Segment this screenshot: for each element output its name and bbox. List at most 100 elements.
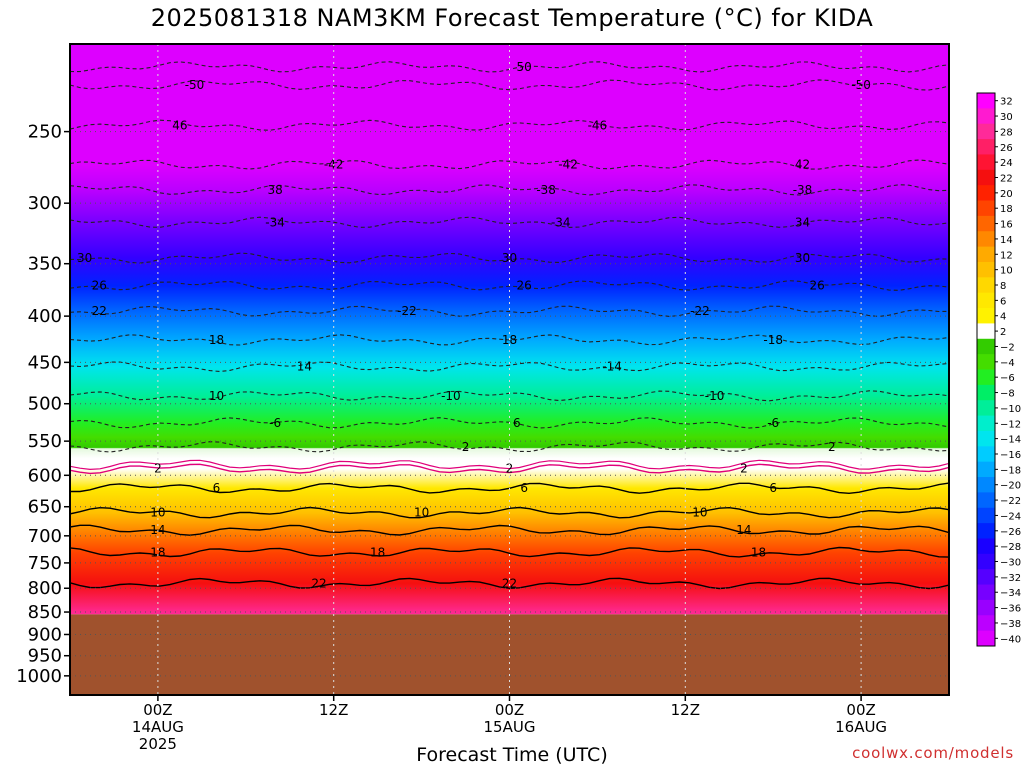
isotherm-line: [70, 577, 949, 590]
y-tick-label: 600: [28, 465, 62, 486]
x-tick-label: 2025: [139, 735, 177, 753]
isotherm-label: 50: [517, 60, 532, 74]
y-tick-label: 950: [28, 646, 62, 667]
isotherm-label: 42: [795, 158, 810, 172]
isotherm-label: 18: [751, 545, 766, 559]
colorbar-label: −32: [1000, 573, 1021, 584]
isotherm-label: -6: [767, 416, 779, 430]
colorbar-label: 8: [1000, 281, 1006, 292]
colorbar-swatch: [977, 384, 995, 401]
colorbar-swatch: [977, 523, 995, 539]
y-tick-label: 500: [28, 394, 62, 415]
isotherm-label: 30: [795, 251, 810, 265]
isotherm-label: -50: [851, 78, 871, 92]
colorbar-swatch: [977, 139, 995, 155]
colorbar-label: −22: [1000, 496, 1021, 507]
chart-title: 2025081318 NAM3KM Forecast Temperature (…: [150, 4, 874, 32]
colorbar-label: −10: [1000, 404, 1021, 415]
colorbar-swatch: [977, 277, 995, 294]
colorbar-label: −6: [1000, 373, 1015, 384]
isotherm-line: [70, 524, 949, 536]
x-tick-label: 14AUG: [132, 718, 184, 736]
isotherm-label: -34: [265, 215, 285, 229]
colorbar-swatch: [977, 323, 995, 340]
y-tick-label: 850: [28, 602, 62, 623]
colorbar-swatch: [977, 292, 995, 309]
colorbar-label: −40: [1000, 634, 1021, 645]
credit-link[interactable]: coolwx.com/models: [852, 744, 1014, 762]
isotherm-line: [70, 506, 949, 519]
colorbar-label: −30: [1000, 558, 1021, 569]
isotherm-label: -10: [705, 389, 725, 403]
colorbar-label: 24: [1000, 158, 1013, 169]
x-tick-label: 00Z: [495, 701, 524, 719]
colorbar-swatch: [977, 507, 995, 524]
colorbar-label: −14: [1000, 435, 1021, 446]
colorbar-swatch: [977, 446, 995, 463]
colorbar-swatch: [977, 400, 995, 417]
isotherm-label: -14: [602, 360, 622, 374]
colorbar-swatch: [977, 584, 995, 601]
isotherm-label: -38: [793, 183, 813, 197]
colorbar-swatch: [977, 338, 995, 355]
isotherm-label: 22: [92, 304, 107, 318]
isotherm-label: 14: [736, 523, 751, 537]
colorbar-swatch: [977, 261, 995, 278]
isotherm-label: 18: [209, 333, 224, 347]
colorbar-label: 28: [1000, 127, 1013, 138]
colorbar-swatch: [977, 553, 995, 570]
isotherm-label: -50: [185, 78, 205, 92]
isotherm-label: -22: [690, 304, 710, 318]
freezing-band: [70, 448, 949, 466]
isotherm-label: 26: [517, 279, 532, 293]
y-tick-label: 800: [28, 578, 62, 599]
colorbar-swatch: [977, 231, 995, 248]
y-tick-label: 700: [28, 526, 62, 547]
colorbar-swatch: [977, 108, 995, 125]
x-tick-label: 16AUG: [835, 718, 887, 736]
colorbar-label: 16: [1000, 220, 1013, 231]
x-tick-label: 00Z: [846, 701, 875, 719]
colorbar-swatch: [977, 615, 995, 632]
colorbar-swatch: [977, 477, 995, 493]
axes: 2503003504004505005506006507007508008509…: [16, 122, 887, 753]
isotherm-label: 22: [311, 576, 326, 590]
colorbar-label: −4: [1000, 358, 1015, 369]
isotherm-label: 2: [740, 462, 748, 476]
colorbar-swatch: [977, 630, 995, 647]
colorbar-label: 14: [1000, 235, 1013, 246]
colorbar-label: −36: [1000, 604, 1021, 615]
colorbar-label: 30: [1000, 112, 1013, 123]
colorbar-label: −20: [1000, 481, 1021, 492]
colorbar: 32 30 28 26 24 22 20 18 16 14 12 10 8 6 4 2 −2 −4 −6 −8 −10 −…: [976, 92, 1021, 647]
colorbar-label: −28: [1000, 542, 1021, 553]
isotherm-label: -34: [551, 215, 571, 229]
isotherm-line: [70, 159, 949, 170]
colorbar-swatch: [977, 538, 995, 555]
colorbar-frame: [976, 92, 996, 647]
y-tick-label: 650: [28, 497, 62, 518]
colorbar-label: −38: [1000, 619, 1021, 630]
isotherm-label: 6: [520, 481, 528, 495]
isotherm-label: 2: [154, 462, 162, 476]
colorbar-label: 18: [1000, 204, 1013, 215]
y-tick-label: 1000: [16, 666, 62, 687]
isotherm-label: 6: [769, 481, 777, 495]
isotherm-label: 26: [92, 279, 107, 293]
colorbar-swatch: [977, 354, 995, 370]
colorbar-label: 6: [1000, 296, 1006, 307]
colorbar-label: −8: [1000, 389, 1015, 400]
isotherm-line: [70, 79, 949, 91]
isotherm-line: [70, 463, 949, 475]
colorbar-swatch: [977, 492, 995, 509]
colorbar-label: −26: [1000, 527, 1021, 538]
isotherm-label: 2: [462, 440, 470, 454]
isotherm-label: 10: [692, 506, 707, 520]
isotherm-label: 6: [213, 481, 221, 495]
isotherm-line: [70, 305, 949, 317]
colorbar-swatch: [977, 169, 995, 186]
y-tick-label: 750: [28, 553, 62, 574]
y-tick-label: 900: [28, 624, 62, 645]
colorbar-swatch: [977, 308, 995, 324]
